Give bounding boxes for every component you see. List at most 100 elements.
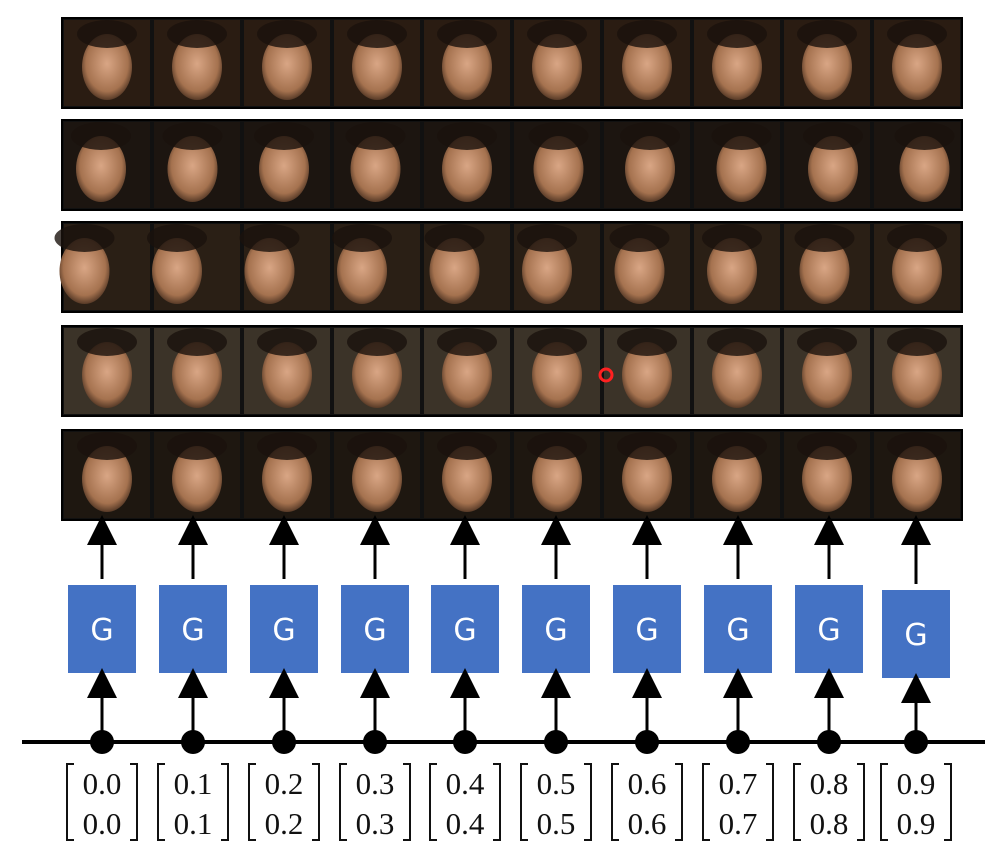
hair	[437, 122, 497, 150]
hair	[527, 20, 587, 48]
latent-point	[90, 730, 114, 754]
face	[622, 34, 672, 100]
hair	[707, 328, 767, 356]
bracket-left	[66, 763, 74, 841]
hair	[347, 328, 407, 356]
vector-top: 0.1	[174, 766, 213, 801]
face	[899, 136, 950, 202]
generator-label: G	[817, 613, 840, 648]
face	[76, 136, 126, 202]
hair	[167, 432, 227, 460]
hair	[437, 432, 497, 460]
vector: 0.40.4	[429, 763, 501, 841]
face	[442, 446, 492, 512]
vector-bottom: 0.4	[446, 806, 485, 841]
hair	[345, 122, 406, 150]
generator-label: G	[453, 613, 476, 648]
hair	[797, 432, 857, 460]
hair	[887, 328, 947, 356]
vector: 0.70.7	[702, 763, 774, 841]
vector: 0.20.2	[248, 763, 320, 841]
hair	[527, 328, 587, 356]
face	[802, 342, 852, 408]
face	[622, 446, 672, 512]
bracket-right	[403, 763, 411, 841]
face	[82, 34, 132, 100]
face	[802, 446, 852, 512]
vector-top: 0.0	[83, 766, 122, 801]
face	[892, 34, 942, 100]
bracket-right	[857, 763, 865, 841]
vector: 0.90.9	[880, 763, 952, 841]
latent-point	[726, 730, 750, 754]
vector-bottom: 0.9	[897, 806, 936, 841]
bracket-left	[793, 763, 801, 841]
vector-bottom: 0.2	[265, 806, 304, 841]
vector-bottom: 0.8	[810, 806, 849, 841]
face	[262, 342, 312, 408]
face	[892, 342, 942, 408]
hair	[257, 20, 317, 48]
vector-bottom: 0.5	[537, 806, 576, 841]
face	[262, 34, 312, 100]
vector: 0.30.3	[339, 763, 411, 841]
generator-label: G	[272, 613, 295, 648]
hair	[887, 20, 947, 48]
face	[522, 238, 572, 304]
hair	[527, 432, 587, 460]
face	[533, 136, 584, 202]
bracket-left	[429, 763, 437, 841]
latent-point	[272, 730, 296, 754]
latent-point	[904, 730, 928, 754]
hair	[617, 432, 677, 460]
vector-top: 0.4	[446, 766, 485, 801]
hair	[707, 432, 767, 460]
face	[167, 136, 218, 202]
face	[614, 238, 665, 304]
hair	[257, 432, 317, 460]
vector-top: 0.8	[810, 766, 849, 801]
face	[429, 238, 480, 304]
hair	[617, 20, 677, 48]
hair	[54, 224, 115, 252]
hair	[239, 224, 300, 252]
face	[716, 136, 767, 202]
face	[352, 34, 402, 100]
hair	[71, 122, 131, 150]
face	[808, 136, 858, 202]
bracket-right	[312, 763, 320, 841]
hair	[711, 122, 772, 150]
face	[712, 446, 762, 512]
hair	[707, 20, 767, 48]
face	[799, 238, 850, 304]
bracket-left	[611, 763, 619, 841]
vector-top: 0.3	[356, 766, 395, 801]
face	[712, 34, 762, 100]
hair	[609, 224, 670, 252]
latent-point	[363, 730, 387, 754]
vector: 0.10.1	[157, 763, 229, 841]
generator-box	[613, 585, 681, 673]
vector-bottom: 0.3	[356, 806, 395, 841]
generator-box	[795, 585, 863, 673]
face	[59, 238, 110, 304]
bracket-right	[493, 763, 501, 841]
hair	[332, 224, 392, 252]
hair	[424, 224, 485, 252]
hair	[77, 328, 137, 356]
face	[532, 446, 582, 512]
generator-label: G	[90, 613, 113, 648]
bracket-right	[130, 763, 138, 841]
bracket-right	[675, 763, 683, 841]
bracket-right	[221, 763, 229, 841]
face	[337, 238, 387, 304]
bracket-right	[584, 763, 592, 841]
hair	[797, 20, 857, 48]
hair	[77, 432, 137, 460]
face	[262, 446, 312, 512]
vector-top: 0.7	[719, 766, 758, 801]
bracket-left	[339, 763, 347, 841]
generator-label: G	[363, 613, 386, 648]
